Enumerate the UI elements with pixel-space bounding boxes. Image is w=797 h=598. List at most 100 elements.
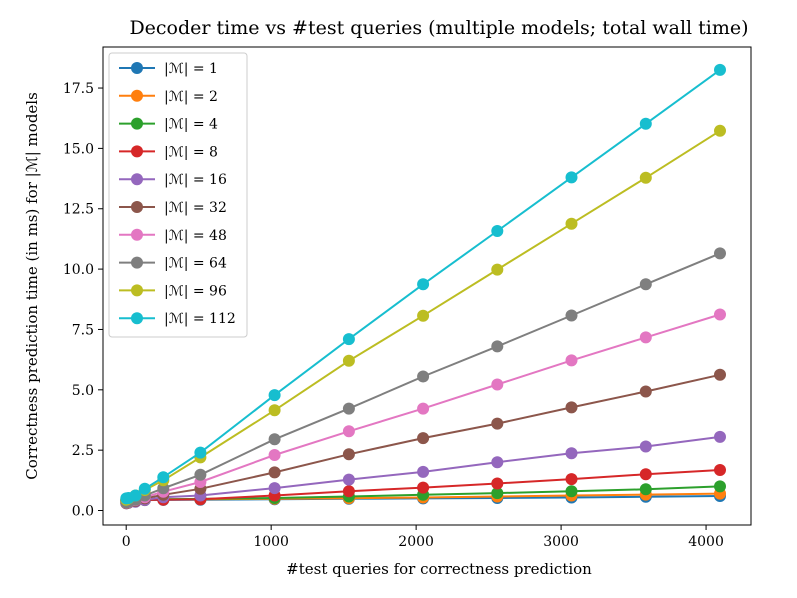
- x-tick-label: 4000: [688, 534, 724, 550]
- data-point: [565, 447, 578, 460]
- legend-entry: |ℳ| = 64: [119, 256, 227, 272]
- data-point: [491, 225, 504, 237]
- data-point: [342, 485, 355, 498]
- data-point: [417, 465, 430, 478]
- y-tick-label: 15.0: [63, 141, 94, 157]
- data-point: [138, 482, 151, 495]
- legend-label: |ℳ| = 64: [164, 256, 227, 272]
- data-point: [639, 278, 652, 291]
- data-point: [639, 331, 652, 344]
- data-point: [194, 468, 207, 481]
- data-point: [417, 481, 430, 494]
- legend-marker: [131, 62, 143, 74]
- data-point: [714, 247, 726, 260]
- data-point: [417, 402, 430, 415]
- legend-marker: [131, 284, 143, 297]
- legend-label: |ℳ| = 112: [164, 311, 236, 327]
- data-point: [342, 354, 355, 367]
- data-point: [268, 466, 281, 479]
- data-point: [714, 124, 726, 137]
- data-point: [639, 171, 652, 184]
- data-point: [417, 370, 430, 383]
- legend-label: |ℳ| = 2: [164, 89, 218, 105]
- data-point: [565, 309, 578, 322]
- legend-marker: [131, 145, 143, 158]
- data-point: [491, 340, 504, 353]
- data-point: [714, 430, 726, 443]
- data-point: [565, 473, 578, 486]
- x-tick-label: 2000: [398, 534, 434, 550]
- data-point: [268, 449, 281, 461]
- data-point: [417, 432, 430, 445]
- data-point: [268, 389, 281, 402]
- series-group: [120, 308, 726, 509]
- data-point: [491, 487, 504, 500]
- legend-marker: [131, 201, 143, 213]
- data-point: [194, 446, 207, 459]
- data-point: [565, 401, 578, 414]
- legend-label: |ℳ| = 96: [164, 283, 227, 299]
- data-point: [491, 378, 504, 391]
- x-axis-label: #test queries for correctness prediction: [286, 560, 592, 578]
- legend-marker: [131, 228, 143, 241]
- data-point: [342, 402, 355, 415]
- legend-entry: |ℳ| = 4: [119, 117, 218, 133]
- legend-marker: [131, 117, 143, 130]
- legend-entry: |ℳ| = 112: [119, 311, 236, 327]
- data-point: [417, 278, 430, 291]
- data-point: [342, 473, 355, 486]
- plot-frame: [102, 46, 752, 526]
- data-point: [129, 489, 142, 502]
- y-tick-label: 10.0: [63, 262, 94, 278]
- data-point: [268, 404, 281, 417]
- legend-marker: [131, 312, 143, 325]
- x-tick-label: 1000: [253, 534, 289, 550]
- legend-marker: [131, 256, 143, 269]
- data-point: [342, 448, 355, 461]
- data-point: [639, 440, 652, 453]
- data-point: [417, 309, 430, 322]
- legend-label: |ℳ| = 32: [164, 200, 227, 216]
- data-point: [639, 468, 652, 481]
- data-point: [565, 485, 578, 498]
- data-point: [342, 425, 355, 438]
- legend-entry: |ℳ| = 32: [119, 200, 227, 216]
- data-point: [491, 456, 504, 469]
- data-point: [714, 480, 726, 493]
- data-point: [639, 385, 652, 398]
- data-point: [639, 483, 652, 496]
- data-point: [268, 482, 281, 495]
- y-tick-label: 7.5: [72, 322, 94, 338]
- x-tick-label: 0: [122, 534, 131, 550]
- data-point: [268, 433, 281, 446]
- data-point: [491, 417, 504, 430]
- data-point: [157, 471, 170, 484]
- legend-marker: [131, 89, 143, 102]
- legend-label: |ℳ| = 1: [164, 61, 218, 77]
- data-point: [714, 308, 726, 321]
- y-axis-label: Correctness prediction time (in ms) for …: [23, 92, 41, 480]
- legend-entry: |ℳ| = 1: [119, 61, 218, 77]
- y-tick-label: 17.5: [63, 81, 94, 97]
- legend-entry: |ℳ| = 2: [119, 89, 218, 105]
- data-point: [565, 354, 578, 367]
- legend-label: |ℳ| = 8: [164, 144, 218, 160]
- data-point: [714, 464, 726, 476]
- data-point: [639, 117, 652, 130]
- data-point: [714, 368, 726, 381]
- data-point: [342, 333, 355, 346]
- data-point: [565, 171, 578, 184]
- y-tick-label: 0.0: [72, 504, 94, 520]
- legend-entry: |ℳ| = 16: [119, 172, 227, 188]
- legend-marker: [131, 173, 143, 186]
- y-tick-label: 12.5: [63, 202, 94, 218]
- legend-entry: |ℳ| = 48: [119, 228, 227, 244]
- data-point: [714, 63, 726, 76]
- data-point: [565, 217, 578, 230]
- data-point: [491, 263, 504, 276]
- chart-title: Decoder time vs #test queries (multiple …: [129, 17, 748, 39]
- legend-entry: |ℳ| = 96: [119, 283, 227, 299]
- y-tick-label: 5.0: [72, 383, 94, 399]
- series-group: [120, 63, 726, 505]
